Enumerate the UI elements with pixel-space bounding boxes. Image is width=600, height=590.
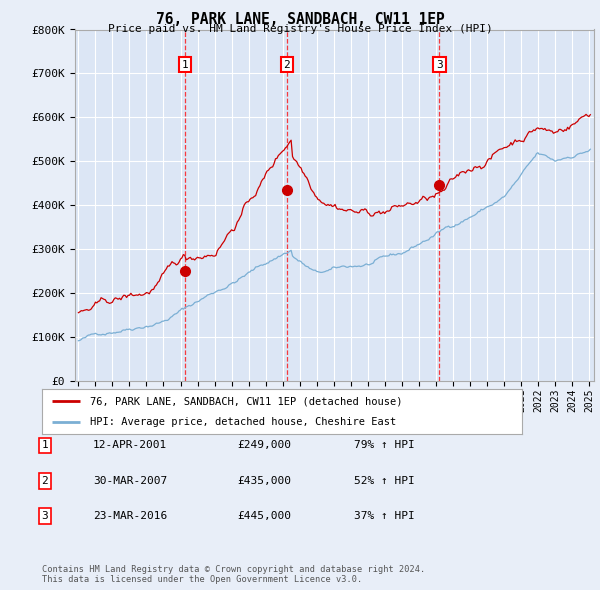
Text: 23-MAR-2016: 23-MAR-2016 <box>93 512 167 521</box>
Text: £445,000: £445,000 <box>237 512 291 521</box>
Text: 2: 2 <box>283 60 290 70</box>
Text: 1: 1 <box>41 441 49 450</box>
Text: 1: 1 <box>182 60 188 70</box>
Text: 30-MAR-2007: 30-MAR-2007 <box>93 476 167 486</box>
Text: Contains HM Land Registry data © Crown copyright and database right 2024.
This d: Contains HM Land Registry data © Crown c… <box>42 565 425 584</box>
Text: 52% ↑ HPI: 52% ↑ HPI <box>354 476 415 486</box>
Text: £249,000: £249,000 <box>237 441 291 450</box>
Text: Price paid vs. HM Land Registry's House Price Index (HPI): Price paid vs. HM Land Registry's House … <box>107 24 493 34</box>
Text: £435,000: £435,000 <box>237 476 291 486</box>
Text: 79% ↑ HPI: 79% ↑ HPI <box>354 441 415 450</box>
Text: 76, PARK LANE, SANDBACH, CW11 1EP (detached house): 76, PARK LANE, SANDBACH, CW11 1EP (detac… <box>90 396 403 407</box>
Text: HPI: Average price, detached house, Cheshire East: HPI: Average price, detached house, Ches… <box>90 417 396 427</box>
Text: 76, PARK LANE, SANDBACH, CW11 1EP: 76, PARK LANE, SANDBACH, CW11 1EP <box>155 12 445 27</box>
Text: 12-APR-2001: 12-APR-2001 <box>93 441 167 450</box>
Text: 3: 3 <box>41 512 49 521</box>
Text: 37% ↑ HPI: 37% ↑ HPI <box>354 512 415 521</box>
Text: 3: 3 <box>436 60 443 70</box>
Text: 2: 2 <box>41 476 49 486</box>
